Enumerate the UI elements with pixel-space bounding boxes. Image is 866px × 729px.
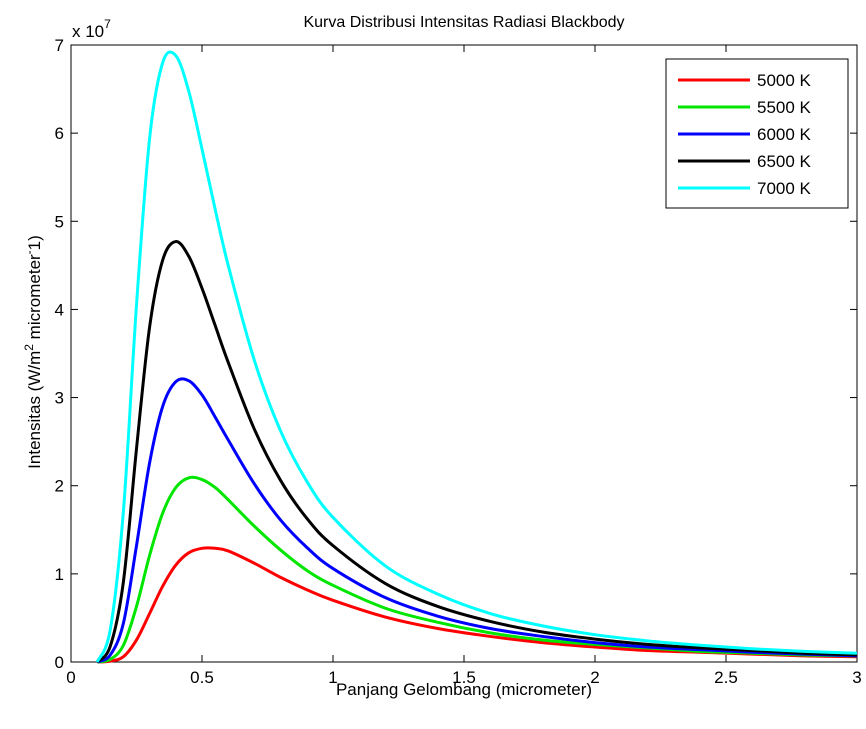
series-line-7000-k xyxy=(95,50,858,663)
legend-label: 6000 K xyxy=(757,125,812,144)
y-tick-label: 0 xyxy=(55,653,64,672)
x-tick-label: 2.5 xyxy=(714,668,738,687)
series-layer xyxy=(95,50,858,664)
y-tick-label: 6 xyxy=(55,124,64,143)
x-tick-label: 3 xyxy=(852,668,861,687)
x-axis-label: Panjang Gelombang (micrometer) xyxy=(336,680,592,699)
legend-label: 5500 K xyxy=(757,98,812,117)
y-tick-label: 3 xyxy=(55,389,64,408)
y-label-sup-2: - xyxy=(22,250,36,254)
x-tick-label: 1 xyxy=(328,668,337,687)
series-line-6500-k xyxy=(96,240,858,664)
x-tick-label: 0 xyxy=(66,668,75,687)
y-label-middle: micrometer xyxy=(25,254,44,344)
y-multiplier: x 107 xyxy=(72,17,111,41)
legend: 5000 K 5500 K 6000 K 6500 K 7000 K xyxy=(665,58,849,209)
y-label-sup-1: 2 xyxy=(22,344,36,351)
y-label-suffix: 1) xyxy=(25,235,44,250)
y-axis-label: Intensitas (W/m2 micrometer-1) xyxy=(22,235,44,469)
y-tick-label: 1 xyxy=(55,565,64,584)
y-multiplier-exponent: 7 xyxy=(104,17,111,31)
chart-title: Kurva Distribusi Intensitas Radiasi Blac… xyxy=(303,14,624,31)
series-line-5000-k xyxy=(97,546,858,664)
y-tick-label: 4 xyxy=(55,300,64,319)
series-line-6000-k xyxy=(96,377,858,664)
legend-label: 7000 K xyxy=(757,179,812,198)
axis-ticks: 0 0.5 1 1.5 2 2.5 3 0 1 2 3 4 5 6 7 xyxy=(55,36,862,687)
x-tick-label: 0.5 xyxy=(190,668,214,687)
legend-label: 5000 K xyxy=(757,71,812,90)
y-tick-label: 7 xyxy=(55,36,64,55)
legend-label: 6500 K xyxy=(757,152,812,171)
y-tick-label: 2 xyxy=(55,477,64,496)
x-tick-label: 2 xyxy=(590,668,599,687)
y-multiplier-base: x 10 xyxy=(72,22,104,41)
y-tick-label: 5 xyxy=(55,212,64,231)
y-label-prefix: Intensitas (W/m xyxy=(25,351,44,469)
x-tick-label: 1.5 xyxy=(452,668,476,687)
